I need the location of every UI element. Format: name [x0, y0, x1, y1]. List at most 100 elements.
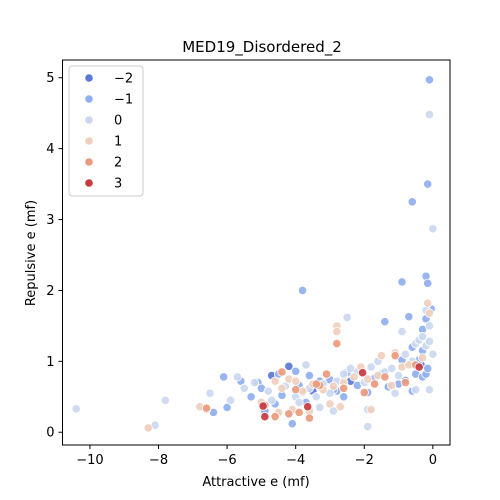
data-point: [363, 421, 373, 432]
data-point: [225, 395, 236, 405]
data-point: [397, 277, 407, 287]
data-point: [424, 321, 435, 331]
data-point: [339, 383, 349, 393]
chart-title: MED19_Disordered_2: [182, 38, 342, 57]
data-point: [201, 403, 212, 413]
data-point: [363, 374, 373, 384]
data-point: [423, 179, 433, 189]
data-point: [332, 339, 342, 349]
data-point: [397, 326, 407, 337]
x-tick-label: −4: [286, 453, 305, 468]
data-point: [249, 378, 260, 388]
data-point: [332, 326, 342, 337]
x-tick-label: 0: [429, 453, 437, 468]
data-point: [400, 349, 411, 359]
data-point: [339, 392, 349, 402]
legend-marker: [84, 136, 94, 146]
data-point: [349, 372, 359, 382]
data-point: [205, 388, 215, 398]
data-point: [424, 109, 435, 120]
data-point: [376, 351, 387, 361]
data-point: [380, 317, 390, 327]
data-point: [311, 392, 321, 402]
data-point: [369, 379, 380, 389]
data-point: [301, 360, 311, 370]
legend-marker: [84, 73, 94, 83]
x-tick-label: −6: [218, 453, 237, 468]
data-point: [387, 380, 397, 391]
legend-label: 0: [114, 114, 122, 129]
data-point: [270, 412, 280, 422]
data-point: [291, 385, 301, 395]
data-point: [366, 362, 376, 372]
data-point: [411, 385, 421, 395]
data-point: [407, 197, 417, 207]
data-point: [339, 369, 349, 379]
y-axis-label: Repulsive e (mf): [24, 200, 39, 306]
data-point: [71, 404, 81, 414]
data-point: [258, 401, 268, 411]
data-point: [423, 363, 433, 374]
data-point: [270, 376, 280, 386]
data-point: [342, 312, 352, 322]
legend-label: 1: [114, 135, 122, 150]
data-point: [400, 378, 411, 388]
legend-marker: [84, 94, 94, 104]
data-point: [160, 395, 170, 405]
data-point: [239, 383, 249, 393]
data-point: [325, 399, 335, 409]
x-axis-label: Attractive e (mf): [202, 475, 309, 490]
data-point: [291, 366, 301, 376]
data-point: [291, 376, 301, 386]
data-point: [315, 402, 325, 413]
plot-frame: [62, 59, 451, 446]
data-point: [284, 361, 294, 371]
x-axis-ticks: −10 −8 −6 −4 −2 0: [76, 445, 437, 468]
data-point: [294, 407, 304, 417]
legend: −2 −1 0 1 2 3: [68, 65, 144, 197]
legend-label: −2: [114, 72, 133, 87]
data-point: [390, 351, 400, 361]
y-tick-label: 1: [46, 355, 54, 370]
data-point: [390, 388, 400, 398]
data-point: [404, 312, 414, 322]
data-point: [414, 362, 424, 372]
data-point: [424, 336, 435, 347]
data-point: [423, 298, 433, 308]
data-point: [424, 308, 435, 318]
data-point: [428, 224, 438, 234]
data-point: [380, 372, 390, 382]
data-point: [260, 412, 270, 422]
data-point: [328, 381, 339, 391]
data-point: [277, 367, 287, 377]
data-point: [321, 369, 332, 379]
y-tick-label: 2: [46, 284, 54, 299]
data-point: [267, 395, 277, 405]
data-point: [263, 386, 273, 396]
legend-items: −2 −1 0 1 2 3: [84, 72, 133, 192]
data-point: [232, 372, 242, 382]
data-point: [277, 383, 287, 393]
y-tick-label: 3: [46, 213, 54, 228]
data-point: [424, 75, 435, 85]
legend-marker: [84, 157, 94, 167]
data-point: [287, 419, 297, 429]
legend-marker: [84, 178, 94, 188]
legend-label: 3: [114, 177, 122, 192]
data-point: [219, 372, 229, 382]
x-tick-label: −10: [76, 453, 103, 468]
data-point: [387, 363, 397, 374]
data-point: [417, 331, 428, 342]
data-point: [393, 370, 404, 381]
x-tick-label: −2: [355, 453, 374, 468]
data-point: [143, 423, 153, 433]
data-point: [417, 353, 428, 363]
legend-label: 2: [114, 156, 122, 171]
data-point: [297, 285, 308, 296]
data-point: [366, 404, 376, 415]
data-point: [284, 409, 294, 419]
legend-label: −1: [114, 93, 133, 108]
data-point: [246, 392, 256, 402]
